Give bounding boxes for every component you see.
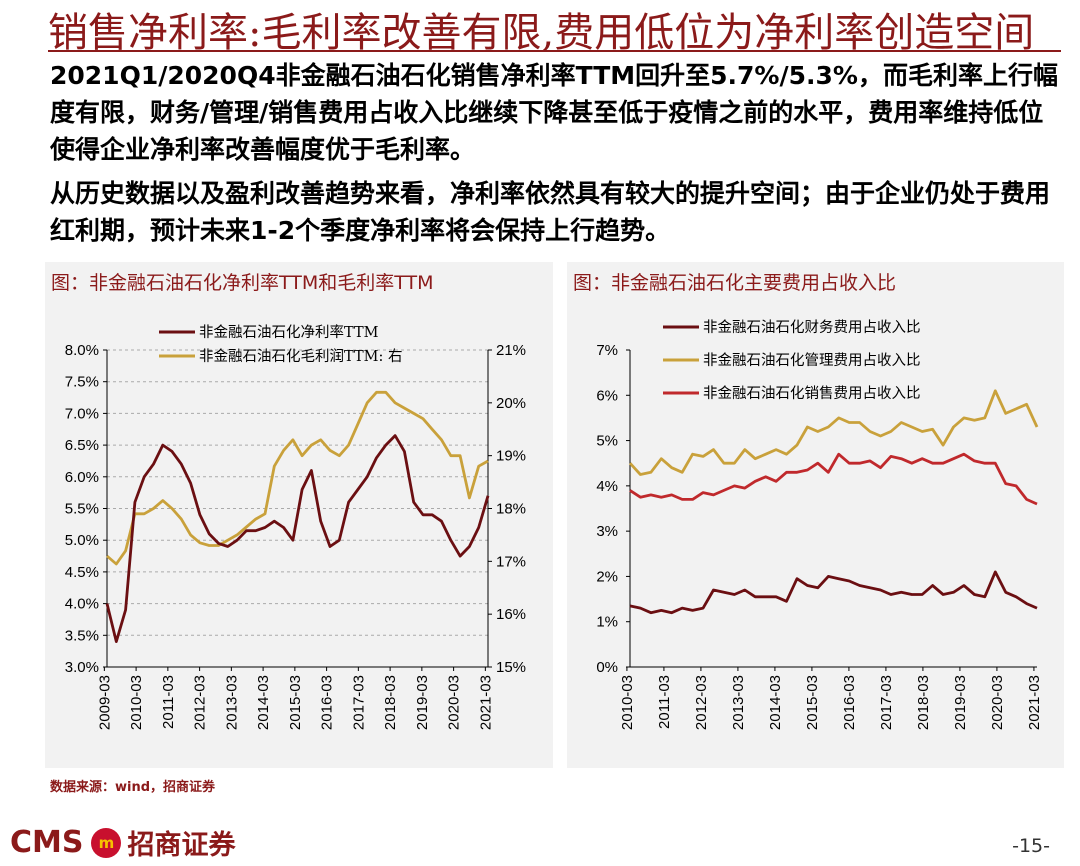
y-tick-label: 7.0% [65, 405, 99, 422]
margin-chart: 8.0% 7.5% 7.0% 6.5% 6.0% 5.5% 5.0% 4.5% 4.0% 3.5%… [65, 324, 526, 730]
legend-label: 非金融石油石化管理费用占收入比 [703, 352, 921, 369]
x-tick-label: 2011-03 [160, 675, 177, 729]
chart-title: 图：非金融石油石化主要费用占收入比 [573, 272, 897, 294]
page-title: 销售净利率:毛利率改善有限,费用低位为净利率创造空间 [48, 10, 1035, 56]
x-tick-label: 2019-03 [952, 675, 969, 730]
x-tick-label: 2020-03 [446, 675, 463, 730]
series-line [105, 434, 490, 644]
x-tick-label: 2017-03 [878, 675, 895, 730]
y2-tick-label: 21% [496, 342, 526, 359]
data-source: 数据来源：wind，招商证券 [50, 780, 216, 795]
y2-tick-label: 15% [496, 659, 526, 676]
expense-chart: 7% 6% 5% 4% 3% 2% 1% 0%2010-03 2011-03 2012-03 201… [596, 319, 1043, 730]
x-tick-label: 2020-03 [989, 675, 1006, 730]
x-tick-label: 2014-03 [767, 675, 784, 730]
x-tick-label: 2016-03 [841, 675, 858, 730]
x-tick-label: 2013-03 [730, 675, 747, 730]
x-tick-label: 2015-03 [287, 675, 304, 730]
y-tick-label: 6.5% [65, 437, 99, 454]
paragraph-1: 2021Q1/2020Q4非金融石油石化销售净利率TTM回升至5.7%/5.3%… [50, 61, 1058, 164]
legend-label: 非金融石油石化净利率TTM [199, 324, 379, 341]
chart-panel-margins: 图：非金融石油石化净利率TTM和毛利率TTM 8.0% 7.5% 7.0% 6.5% 6… [45, 262, 553, 768]
series-line [629, 452, 1038, 506]
x-tick-label: 2014-03 [255, 675, 272, 730]
y-tick-label: 8.0% [65, 342, 99, 359]
x-tick-label: 2016-03 [319, 675, 336, 730]
y-tick-label: 3% [596, 523, 618, 540]
y-tick-label: 6% [596, 387, 618, 404]
x-tick-label: 2019-03 [414, 675, 431, 730]
y-tick-label: 4.5% [65, 564, 99, 581]
x-tick-label: 2018-03 [382, 675, 399, 730]
company-logo: CMS m 招商证券 [10, 823, 235, 862]
x-tick-label: 2010-03 [619, 675, 636, 730]
logo-text-cn: 招商证券 [127, 830, 236, 861]
legend-label: 非金融石油石化毛利润TTM: 右 [199, 348, 402, 365]
x-tick-label: 2010-03 [128, 675, 145, 730]
y-tick-label: 1% [596, 614, 618, 631]
series-line [628, 389, 1039, 476]
y-tick-label: 3.5% [65, 627, 99, 644]
y-tick-label: 7% [596, 342, 618, 359]
legend-label: 非金融石油石化财务费用占收入比 [703, 319, 921, 336]
series-line [629, 570, 1038, 615]
logo-text-en: CMS [10, 825, 84, 860]
x-tick-label: 2013-03 [223, 675, 240, 730]
y-tick-label: 4.0% [65, 596, 99, 613]
x-tick-label: 2009-03 [96, 675, 113, 730]
y2-tick-label: 18% [496, 501, 526, 518]
page-number: -15- [1012, 835, 1050, 857]
x-tick-label: 2012-03 [693, 675, 710, 730]
y2-tick-label: 17% [496, 553, 526, 570]
x-tick-label: 2011-03 [656, 675, 673, 729]
y2-tick-label: 19% [496, 448, 526, 465]
paragraph-2: 从历史数据以及盈利改善趋势来看，净利率依然具有较大的提升空间；由于企业仍处于费用… [50, 179, 1051, 245]
chart-title: 图：非金融石油石化净利率TTM和毛利率TTM [51, 272, 434, 294]
y-tick-label: 0% [596, 659, 618, 676]
y-tick-label: 5% [596, 433, 618, 450]
y2-tick-label: 20% [496, 395, 526, 412]
y-tick-label: 7.5% [65, 374, 99, 391]
x-tick-label: 2021-03 [477, 675, 494, 730]
y-tick-label: 5.5% [65, 501, 99, 518]
x-tick-label: 2015-03 [804, 675, 821, 730]
x-tick-label: 2017-03 [350, 675, 367, 730]
x-tick-label: 2012-03 [192, 675, 209, 730]
y2-tick-label: 16% [496, 606, 526, 623]
title-underline [48, 50, 1061, 52]
y-tick-label: 5.0% [65, 532, 99, 549]
chart-panel-expenses: 图：非金融石油石化主要费用占收入比 7% 6% 5% 4% 3% 2% 1% 0% 2010-0… [567, 262, 1064, 768]
x-tick-label: 2021-03 [1026, 675, 1043, 730]
series-line [106, 390, 489, 566]
y-tick-label: 3.0% [65, 659, 99, 676]
y-tick-label: 6.0% [65, 469, 99, 486]
legend-label: 非金融石油石化销售费用占收入比 [703, 385, 921, 402]
logo-badge-icon: m [91, 827, 122, 858]
x-tick-label: 2018-03 [915, 675, 932, 730]
y-tick-label: 2% [596, 568, 618, 585]
y-tick-label: 4% [596, 478, 618, 495]
